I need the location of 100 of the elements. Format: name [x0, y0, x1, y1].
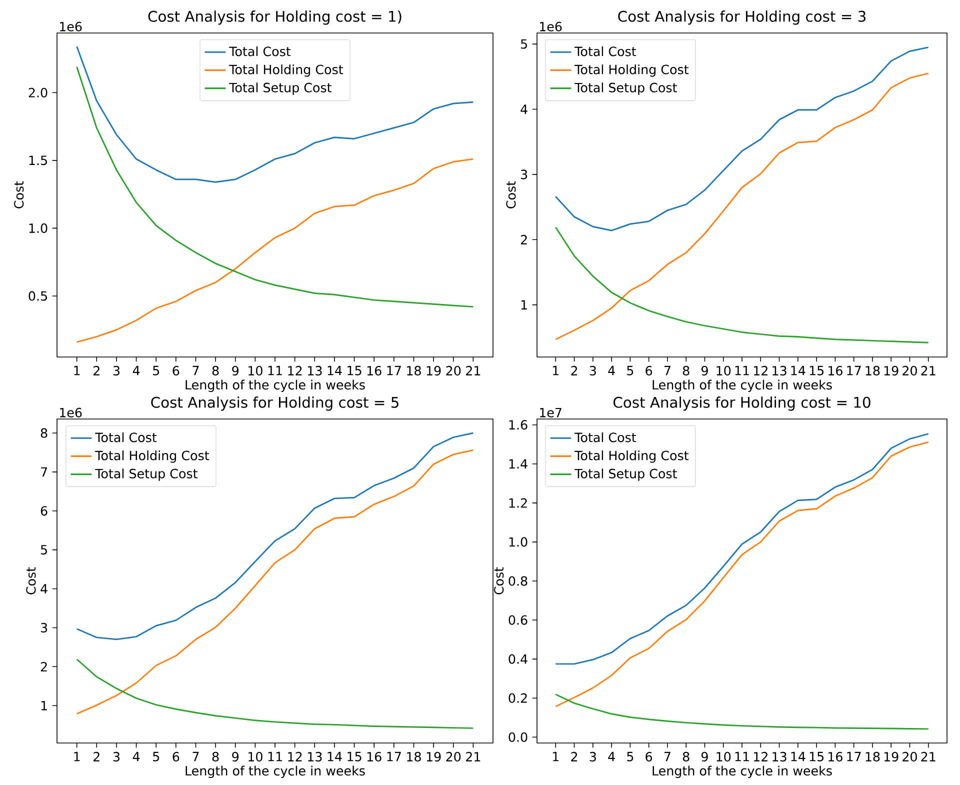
x-tick-label: 7 — [664, 366, 670, 376]
y-tick-label: 8 — [40, 428, 48, 438]
x-tick-label: 5 — [153, 752, 160, 762]
x-tick-label: 18 — [407, 752, 421, 762]
x-tick-label: 5 — [153, 366, 160, 376]
y-tick-label: 0.2 — [508, 693, 527, 703]
chart-title: Cost Analysis for Holding cost = 5 — [151, 396, 398, 411]
x-tick-label: 3 — [590, 366, 596, 376]
x-tick-label: 14 — [328, 366, 342, 376]
y-tick-label: 2 — [40, 662, 47, 672]
x-tick-label: 1 — [74, 366, 80, 376]
x-tick-label: 3 — [113, 366, 120, 376]
x-tick-label: 10 — [716, 752, 731, 762]
x-tick-label: 19 — [884, 752, 898, 762]
legend-label: Total Cost — [574, 432, 636, 442]
y-tick-label: 3 — [520, 170, 528, 180]
y-tick-label: 1.0 — [509, 537, 528, 547]
x-tick-label: 11 — [268, 752, 282, 762]
x-tick-label: 17 — [387, 752, 401, 762]
x-tick-label: 8 — [212, 366, 219, 376]
y-tick-label: 1.5 — [29, 156, 47, 166]
y-tick-label: 1.0 — [29, 223, 48, 233]
legend-label: Total Holding Cost — [95, 450, 210, 463]
x-tick-label: 5 — [627, 752, 634, 762]
x-tick-label: 4 — [608, 752, 615, 762]
x-tick-label: 4 — [132, 752, 140, 762]
y-tick-label: 4 — [520, 104, 528, 114]
x-axis-title: Length of the cycle in weeks — [186, 380, 365, 392]
x-tick-label: 6 — [172, 366, 180, 376]
chart-title: Cost Analysis for Holding cost = 10 — [614, 396, 870, 411]
x-tick-label: 8 — [212, 752, 219, 762]
y-tick-label: 3 — [40, 622, 48, 633]
x-tick-label: 11 — [735, 752, 749, 762]
x-tick-label: 10 — [716, 366, 731, 376]
legend-label: Total Cost — [95, 432, 157, 442]
x-tick-label: 15 — [810, 752, 824, 762]
x-tick-label: 13 — [308, 752, 322, 762]
y-tick-label: 2 — [520, 234, 527, 244]
x-tick-label: 6 — [646, 752, 652, 762]
y-tick-label: 2.0 — [28, 88, 48, 98]
x-tick-label: 19 — [884, 366, 898, 376]
x-tick-label: 6 — [646, 366, 652, 376]
x-tick-label: 21 — [921, 366, 936, 376]
x-tick-label: 8 — [682, 366, 690, 376]
text: 1e6 — [540, 22, 562, 32]
line-series — [554, 433, 930, 665]
x-tick-label: 20 — [446, 752, 461, 762]
x-tick-label: 2 — [94, 366, 100, 376]
x-tick-label: 20 — [446, 366, 461, 376]
y-tick-label: 1 — [521, 300, 527, 310]
x-tick-label: 10 — [248, 752, 262, 762]
x-tick-label: 21 — [466, 752, 480, 762]
x-tick-label: 9 — [232, 366, 239, 376]
x-tick-label: 15 — [348, 366, 362, 376]
x-tick-label: 9 — [701, 752, 708, 762]
legend-label: Total Holding Cost — [229, 64, 344, 77]
x-tick-label: 3 — [113, 752, 120, 762]
y-tick-label: 0.0 — [508, 732, 528, 742]
x-tick-label: 10 — [248, 366, 262, 376]
y-tick-label: 7 — [41, 467, 47, 477]
y-tick-label: 4 — [40, 584, 48, 594]
x-tick-label: 9 — [702, 366, 708, 376]
y-tick-label: 1 — [41, 700, 47, 710]
x-tick-label: 16 — [828, 366, 842, 376]
x-tick-label: 7 — [664, 752, 670, 762]
y-tick-label: 1.2 — [509, 498, 527, 508]
legend-label: Total Setup Cost — [95, 468, 198, 481]
x-tick-label: 7 — [192, 752, 199, 762]
line-series — [554, 441, 930, 708]
x-tick-label: 19 — [426, 752, 441, 762]
x-tick-label: 1 — [553, 752, 559, 762]
x-tick-label: 11 — [735, 366, 749, 376]
x-tick-label: 4 — [608, 366, 615, 376]
x-tick-label: 17 — [387, 366, 401, 376]
x-tick-label: 2 — [571, 752, 578, 762]
text: 1e6 — [60, 22, 82, 32]
y-axis-title: Cost — [494, 567, 504, 594]
y-tick-label: 6 — [40, 506, 48, 516]
x-tick-label: 11 — [268, 366, 282, 376]
x-tick-label: 20 — [902, 366, 917, 376]
x-tick-label: 14 — [791, 366, 806, 376]
y-axis-title: Cost — [14, 181, 24, 208]
x-tick-label: 1 — [74, 752, 80, 762]
x-tick-label: 20 — [902, 752, 917, 762]
legend-label: Total Setup Cost — [574, 468, 677, 481]
x-tick-label: 5 — [627, 366, 634, 376]
x-tick-label: 14 — [328, 752, 342, 762]
x-tick-label: 16 — [367, 752, 382, 762]
text: 1e6 — [60, 408, 82, 418]
x-tick-label: 3 — [590, 752, 596, 762]
x-axis-title: Length of the cycle in weeks — [652, 380, 832, 392]
line-series — [76, 449, 474, 715]
y-tick-label: 0.8 — [508, 576, 528, 586]
line-series — [76, 158, 474, 343]
x-tick-label: 15 — [348, 752, 362, 762]
x-tick-label: 2 — [94, 752, 100, 762]
y-tick-label: 5 — [41, 545, 47, 555]
x-tick-label: 21 — [466, 366, 480, 376]
x-tick-label: 7 — [192, 366, 199, 376]
x-tick-label: 17 — [847, 366, 861, 376]
